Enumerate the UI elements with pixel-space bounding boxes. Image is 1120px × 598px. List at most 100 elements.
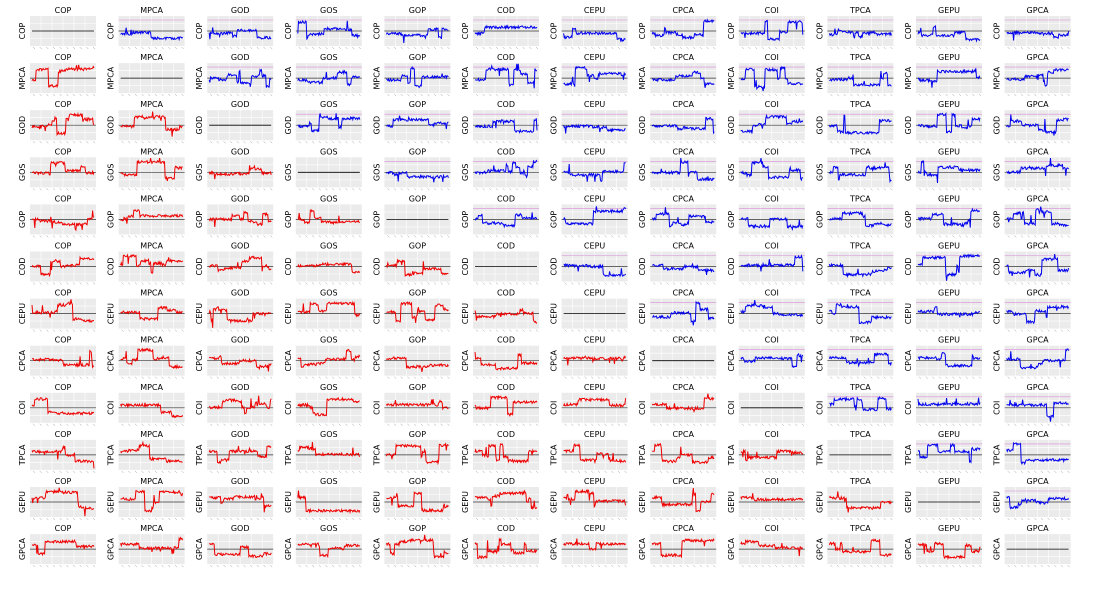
- x-tick: [210, 46, 213, 50]
- x-tick: [298, 423, 301, 426]
- panel-title: TPCA: [849, 383, 871, 392]
- x-tick: [181, 188, 184, 191]
- x-tick: [263, 423, 266, 426]
- x-tick: [890, 329, 893, 332]
- x-tick: [420, 282, 423, 285]
- x-tick: [781, 423, 784, 426]
- x-tick: [653, 188, 656, 191]
- x-tick: [475, 470, 479, 474]
- x-tick: [1047, 188, 1050, 191]
- x-tick: [945, 282, 948, 285]
- x-tick: [748, 517, 751, 521]
- x-tick: [338, 188, 341, 191]
- x-tick: [1067, 188, 1070, 191]
- panel-ylabel: CPCA: [904, 349, 913, 371]
- x-tick: [952, 46, 955, 50]
- x-tick: [1014, 517, 1017, 521]
- x-tick: [624, 470, 627, 474]
- x-tick: [604, 141, 607, 144]
- x-tick: [92, 46, 96, 50]
- panel-title: TPCA: [849, 194, 871, 203]
- x-tick: [358, 564, 361, 568]
- panel-ylabel: GOP: [815, 211, 824, 228]
- x-tick: [679, 188, 683, 191]
- x-tick: [515, 235, 519, 238]
- x-tick: [298, 470, 301, 474]
- x-tick: [699, 141, 703, 144]
- x-tick: [475, 564, 479, 568]
- x-tick: [1054, 564, 1057, 568]
- x-tick: [591, 376, 594, 379]
- x-tick: [230, 141, 233, 144]
- panel-title: GOS: [320, 147, 338, 156]
- x-tick: [653, 423, 656, 426]
- x-tick: [270, 423, 273, 426]
- panel-ylabel: GPCA: [107, 538, 116, 561]
- x-tick: [447, 188, 450, 191]
- x-tick: [693, 46, 696, 50]
- x-tick: [270, 93, 273, 97]
- panel-title: GOD: [231, 477, 250, 486]
- x-tick: [59, 517, 62, 521]
- panel-ylabel: GEPU: [195, 491, 204, 513]
- x-tick: [440, 423, 443, 426]
- x-tick: [870, 235, 873, 238]
- x-tick: [774, 141, 778, 144]
- x-tick: [440, 376, 443, 379]
- x-tick: [482, 188, 485, 191]
- x-tick: [522, 329, 525, 332]
- x-tick: [475, 141, 479, 144]
- x-tick: [529, 564, 532, 568]
- x-tick: [52, 235, 56, 238]
- x-tick: [978, 517, 982, 521]
- panel-title: COP: [55, 100, 72, 109]
- x-tick: [713, 46, 716, 50]
- x-tick: [121, 470, 124, 474]
- x-tick: [161, 517, 164, 521]
- panel-title: COI: [765, 147, 779, 156]
- x-tick: [489, 93, 492, 97]
- x-tick: [489, 141, 492, 144]
- panel-title: MPCA: [140, 100, 163, 109]
- x-tick: [1007, 235, 1010, 238]
- panel-ylabel: COD: [107, 257, 116, 275]
- x-tick: [243, 423, 246, 426]
- panel-title: MPCA: [140, 289, 163, 298]
- x-tick: [79, 470, 82, 474]
- series-line: [386, 170, 449, 183]
- x-tick: [270, 376, 273, 379]
- x-tick: [66, 235, 69, 238]
- x-tick: [407, 329, 410, 332]
- x-tick: [535, 235, 539, 238]
- x-tick: [788, 141, 791, 144]
- x-tick: [693, 141, 696, 144]
- series-line: [386, 65, 449, 89]
- x-tick: [653, 282, 656, 285]
- panel-ylabel: MPCA: [550, 66, 559, 89]
- x-tick: [761, 470, 764, 474]
- x-tick: [154, 470, 158, 474]
- x-tick: [250, 93, 253, 97]
- panel-title: GOS: [320, 336, 338, 345]
- panel-ylabel: GEPU: [993, 491, 1002, 513]
- panel-ylabel: COI: [372, 401, 381, 415]
- x-tick: [693, 564, 696, 568]
- series-line: [563, 206, 627, 227]
- x-tick: [230, 423, 233, 426]
- series-line: [385, 534, 449, 559]
- x-tick: [958, 93, 962, 97]
- x-tick: [843, 282, 846, 285]
- panel-title: CEPU: [584, 6, 605, 15]
- x-tick: [358, 517, 361, 521]
- x-tick: [597, 564, 601, 568]
- x-tick: [801, 470, 804, 474]
- x-tick: [673, 282, 676, 285]
- panel-ylabel: COI: [107, 401, 116, 415]
- x-tick: [679, 329, 683, 332]
